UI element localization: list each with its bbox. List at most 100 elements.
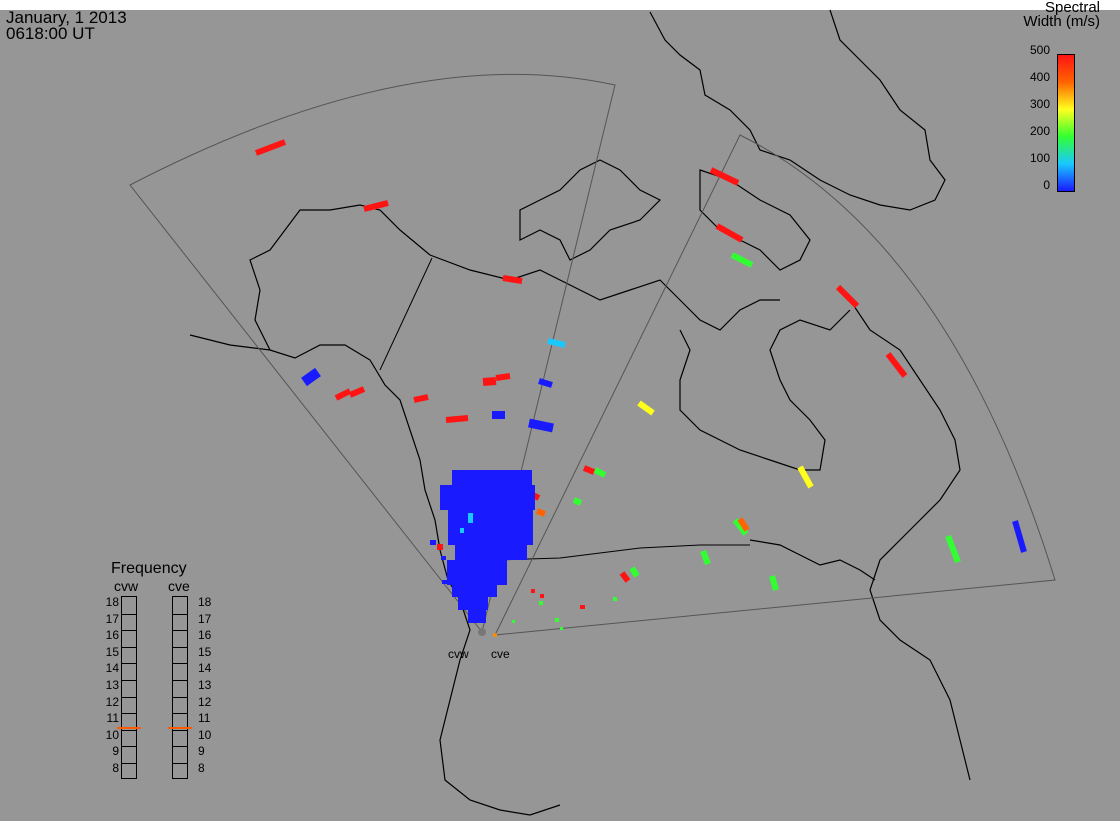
frequency-tick: 13 — [105, 678, 119, 692]
colorbar-tick: 300 — [1029, 97, 1050, 111]
data-cell — [437, 544, 443, 550]
gauge-divider — [173, 746, 187, 748]
data-cell — [629, 566, 640, 578]
data-cell — [715, 223, 744, 243]
frequency-tick: 15 — [198, 644, 212, 659]
frequency-tick: 11 — [198, 711, 211, 726]
frequency-tick: 17 — [105, 611, 119, 626]
frequency-gauge — [172, 596, 188, 779]
data-cell — [455, 540, 527, 560]
data-cell — [445, 415, 469, 423]
data-cell — [452, 582, 497, 597]
data-cell — [593, 467, 607, 478]
colorbar-tick: 500 — [1029, 43, 1050, 57]
data-cell — [580, 605, 585, 609]
frequency-tick: 16 — [105, 628, 119, 643]
canada-arctic-coast — [429, 254, 780, 331]
data-cell — [334, 388, 352, 401]
frequency-tick: 12 — [105, 694, 119, 709]
data-cell — [441, 556, 446, 560]
greenland-coast — [649, 9, 946, 211]
data-cell — [769, 575, 779, 591]
data-cell — [797, 465, 814, 489]
data-cell — [613, 597, 617, 601]
plot-background — [0, 10, 1120, 821]
cve-fov — [494, 134, 1056, 636]
data-cell — [732, 518, 749, 536]
us-canada-border — [497, 544, 750, 561]
great-lakes — [749, 539, 876, 581]
data-cell — [555, 618, 559, 622]
frequency-tick: 10 — [105, 727, 119, 742]
baffin-island — [699, 169, 811, 271]
gauge-divider — [122, 663, 136, 665]
cve-site-marker — [493, 633, 497, 637]
frequency-marker — [117, 727, 141, 730]
gauge-divider — [122, 746, 136, 748]
data-cell — [254, 139, 287, 156]
colorbar-title-1: Spectral — [1044, 0, 1100, 16]
frequency-marker — [168, 727, 192, 730]
data-cell — [582, 465, 596, 475]
data-cell — [835, 284, 860, 309]
date-label: January, 1 2013 — [6, 8, 127, 27]
radar-fov — [129, 73, 1056, 636]
frequency-tick: 18 — [198, 595, 212, 609]
data-cell — [495, 373, 511, 381]
gauge-divider — [122, 613, 136, 615]
data-cell — [535, 508, 547, 517]
data-cell — [452, 470, 532, 490]
frequency-gauge — [121, 596, 137, 779]
data-cell — [301, 367, 321, 387]
data-cell — [730, 252, 754, 268]
frequency-tick: 14 — [198, 661, 212, 676]
data-cell — [637, 400, 655, 416]
alaska-canada-border — [379, 257, 433, 371]
data-cell — [458, 595, 488, 610]
radar-label-cvw: cvw — [448, 647, 469, 661]
data-cell — [528, 418, 554, 433]
data-cell — [1012, 520, 1027, 553]
labrador-coast — [849, 299, 971, 781]
frequency-tick: 9 — [198, 744, 205, 759]
freq-radar-cve: cve — [168, 578, 190, 594]
frequency-tick: 11 — [106, 711, 119, 726]
data-cell — [540, 594, 544, 598]
data-cell — [538, 378, 553, 388]
frequency-title: Frequency — [111, 560, 187, 577]
data-cell — [468, 608, 486, 623]
data-cell — [619, 571, 631, 583]
spectral-width-cells — [254, 139, 1027, 630]
data-cell — [885, 352, 908, 378]
data-cell — [709, 167, 740, 186]
gauge-divider — [122, 630, 136, 632]
data-cell — [447, 560, 507, 585]
gauge-divider — [122, 763, 136, 764]
frequency-tick: 14 — [105, 661, 119, 676]
colorbar-tick: 0 — [1043, 178, 1050, 192]
data-cell — [482, 377, 497, 386]
freq-radar-cvw: cvw — [114, 578, 139, 594]
data-cell — [468, 513, 473, 523]
cvw-fov — [129, 73, 616, 634]
data-cell — [539, 601, 543, 605]
alaska-coast — [189, 334, 561, 816]
hudson-bay — [679, 309, 851, 471]
frequency-tick: 13 — [198, 678, 212, 692]
colorbar-gradient — [1057, 54, 1075, 192]
gauge-divider — [122, 680, 136, 681]
gauge-divider — [122, 729, 136, 731]
colorbar-tick: 200 — [1029, 124, 1050, 138]
colorbar-tick: 100 — [1029, 151, 1050, 165]
coastlines — [189, 9, 971, 816]
frequency-tick: 10 — [198, 727, 212, 742]
data-cell — [442, 580, 447, 584]
data-cell — [572, 497, 583, 506]
alaska-west — [249, 204, 431, 351]
gauge-divider — [122, 713, 136, 715]
data-cell — [531, 589, 535, 593]
colorbar-tick: 400 — [1029, 70, 1050, 84]
gauge-divider — [122, 646, 136, 648]
